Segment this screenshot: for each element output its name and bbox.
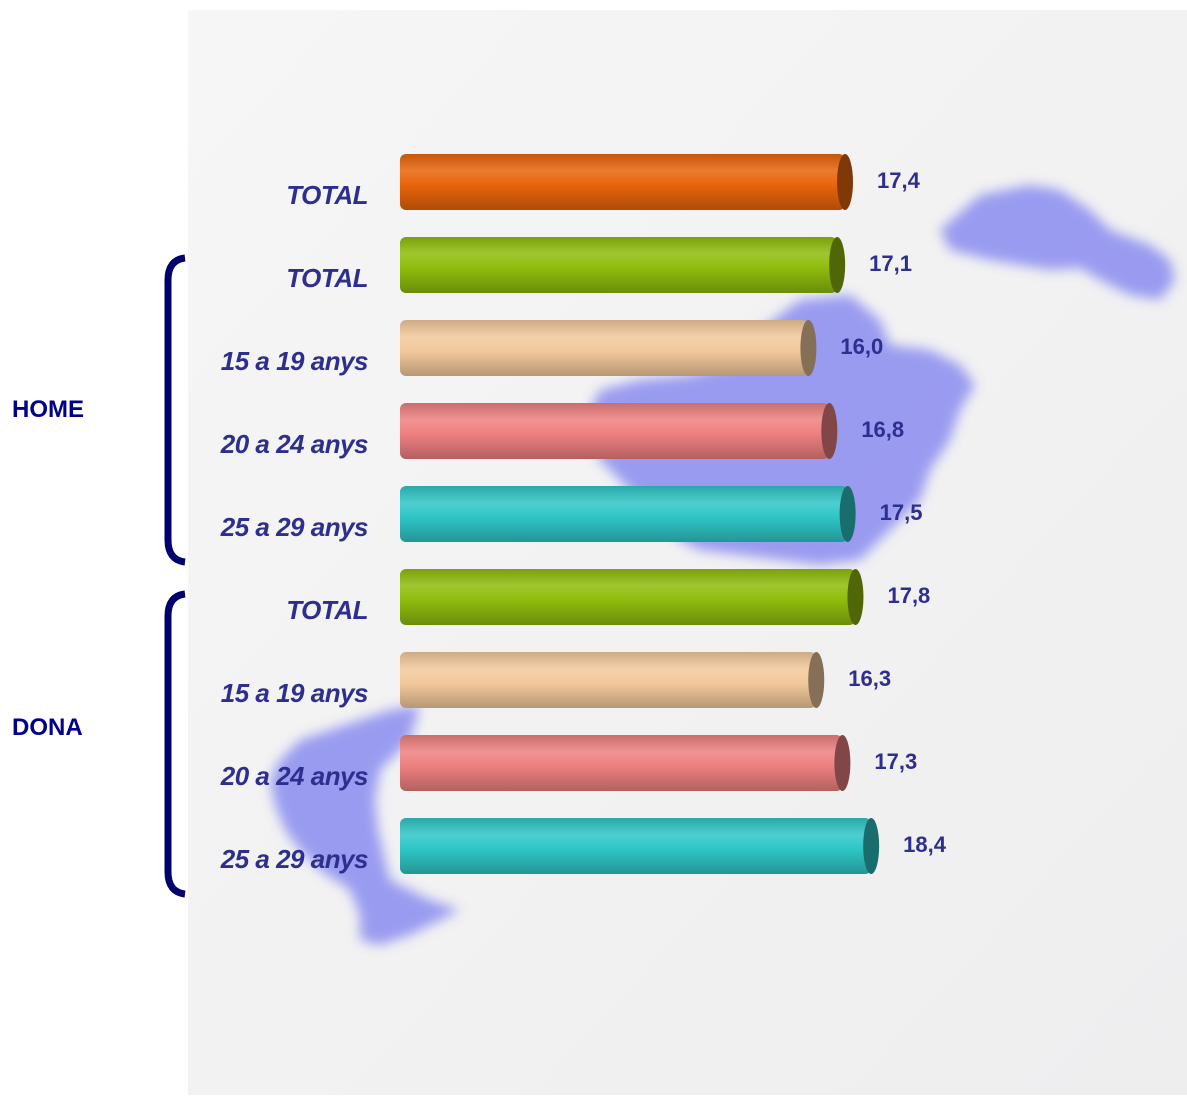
bar-end-cap-3	[821, 403, 838, 459]
bar-end-cap-7	[834, 735, 851, 791]
category-label-7: 20 a 24 anys	[220, 761, 369, 791]
category-label-5: TOTAL	[286, 595, 368, 625]
bar-4	[400, 486, 848, 542]
bar-end-cap-2	[800, 320, 817, 376]
bar-5	[400, 569, 856, 625]
category-label-4: 25 a 29 anys	[220, 512, 369, 542]
bar-end-cap-6	[808, 652, 825, 708]
bar-1	[400, 237, 838, 293]
value-label-4: 17,5	[879, 500, 923, 525]
bar-6	[400, 652, 817, 708]
bar-end-cap-4	[839, 486, 856, 542]
bar-0	[400, 154, 846, 210]
value-label-0: 17,4	[877, 168, 920, 193]
category-label-2: 15 a 19 anys	[220, 346, 369, 376]
group-label-dona: DONA	[12, 714, 83, 741]
value-label-7: 17,3	[874, 749, 918, 774]
value-label-3: 16,8	[861, 417, 905, 442]
bar-7	[400, 735, 843, 791]
bar-end-cap-8	[863, 818, 880, 874]
bar-2	[400, 320, 809, 376]
bar-3	[400, 403, 830, 459]
group-label-home: HOME	[12, 396, 84, 423]
value-label-1: 17,1	[869, 251, 912, 276]
value-label-2: 16,0	[840, 334, 884, 359]
category-label-1: TOTAL	[286, 263, 368, 293]
value-label-8: 18,4	[903, 832, 946, 857]
bar-8	[400, 818, 872, 874]
value-label-6: 16,3	[848, 666, 892, 691]
bar-end-cap-1	[829, 237, 846, 293]
bar-end-cap-0	[837, 154, 854, 210]
bar-end-cap-5	[847, 569, 864, 625]
category-label-6: 15 a 19 anys	[220, 678, 369, 708]
category-label-0: TOTAL	[286, 180, 368, 210]
category-label-3: 20 a 24 anys	[220, 429, 369, 459]
value-label-5: 17,8	[887, 583, 931, 608]
category-label-8: 25 a 29 anys	[220, 844, 369, 874]
home-group-bracket	[164, 254, 186, 566]
dona-group-bracket	[164, 590, 186, 898]
